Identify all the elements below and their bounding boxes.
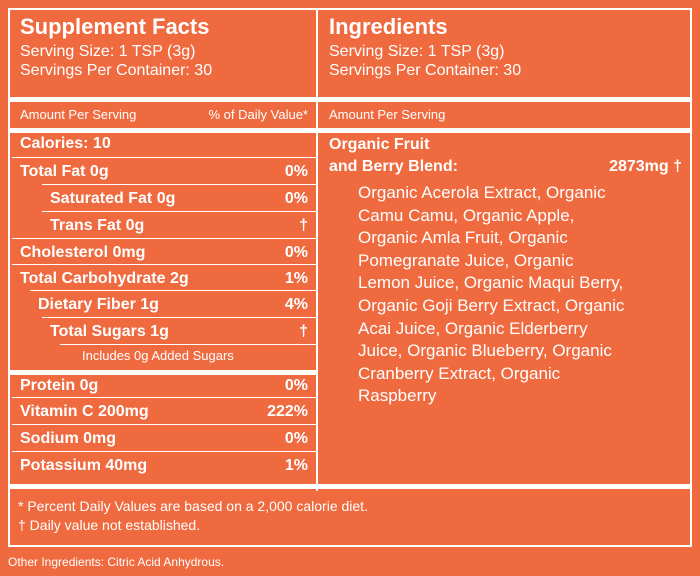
daily-value: 1%: [284, 457, 308, 474]
label-border: [8, 8, 692, 547]
row-rule: [12, 397, 316, 398]
nutrient-name: Vitamin C 200mg: [20, 403, 149, 420]
nutrient-name: Total Carbohydrate 2g: [20, 270, 189, 287]
serving-size: Serving Size: 1 TSP (3g): [329, 43, 505, 60]
added-sugars-note: Includes 0g Added Sugars: [82, 348, 234, 363]
thick-rule: [10, 370, 316, 375]
row-rule: [12, 424, 316, 425]
row-rule: [42, 211, 316, 212]
amount-header: Amount Per Serving: [20, 107, 137, 122]
other-ingredients: Other Ingredients: Citric Acid Anhydrous…: [8, 555, 225, 569]
nutrient-name: Total Sugars 1g: [50, 323, 169, 340]
nutrient-name: Total Fat 0g: [20, 163, 109, 180]
column-divider: [316, 8, 318, 491]
title: Ingredients: [329, 14, 448, 39]
thick-rule: [10, 97, 316, 102]
daily-value: 222%: [267, 403, 308, 420]
nutrient-name: Trans Fat 0g: [50, 217, 145, 234]
row-rule: [12, 451, 316, 452]
row-rule: [12, 238, 316, 239]
nutrient-name: Cholesterol 0mg: [20, 244, 146, 261]
row-rule: [60, 344, 316, 345]
daily-value: 1%: [284, 270, 308, 287]
nutrient-name: Sodium 0mg: [20, 430, 117, 447]
footnote: * Percent Daily Values are based on a 2,…: [18, 498, 368, 514]
nutrient-name: Potassium 40mg: [20, 457, 148, 474]
blend-amount: 2873mg †: [609, 158, 682, 175]
daily-value: 0%: [284, 244, 308, 261]
serving-size: Serving Size: 1 TSP (3g): [20, 43, 196, 60]
daily-value: 0%: [284, 430, 308, 447]
row-rule: [12, 264, 316, 265]
amount-header: Amount Per Serving: [329, 107, 446, 122]
nutrient-name: Saturated Fat 0g: [50, 190, 176, 207]
row-rule: [30, 290, 316, 291]
servings-per-container: Servings Per Container: 30: [20, 62, 213, 79]
footnote: † Daily value not established.: [18, 517, 201, 533]
daily-value: 0%: [284, 163, 308, 180]
daily-value: 0%: [284, 190, 308, 207]
row-rule: [42, 317, 316, 318]
dv-header: % of Daily Value*: [208, 107, 308, 122]
nutrient-name: Protein 0g: [20, 377, 99, 394]
title: Supplement Facts: [20, 14, 210, 39]
thick-rule: [318, 97, 690, 102]
daily-value: †: [299, 323, 308, 340]
blend-contents: Organic Acerola Extract, Organic Camu Ca…: [358, 183, 625, 406]
row-rule: [42, 184, 316, 185]
blend-name: Organic Fruit: [329, 136, 430, 153]
row-rule: [12, 157, 316, 158]
thick-rule: [318, 128, 690, 133]
daily-value: 0%: [284, 377, 308, 394]
thick-rule: [10, 128, 316, 133]
daily-value: †: [299, 217, 308, 234]
calories: Calories: 10: [20, 135, 111, 152]
nutrient-name: Dietary Fiber 1g: [38, 296, 159, 313]
thick-rule: [10, 484, 690, 489]
daily-value: 4%: [284, 296, 308, 313]
servings-per-container: Servings Per Container: 30: [329, 62, 522, 79]
blend-name: and Berry Blend:: [329, 158, 458, 175]
